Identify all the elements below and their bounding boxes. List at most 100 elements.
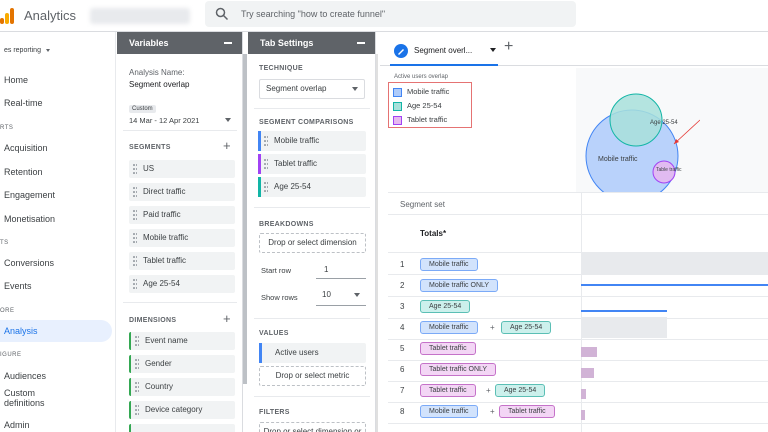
variables-title: Variables (129, 38, 169, 48)
drag-handle-icon (264, 136, 268, 146)
account-selector[interactable] (90, 8, 190, 24)
venn-circle-tablet (652, 160, 676, 184)
drag-handle-icon (264, 182, 268, 192)
segment-chip-mobile: Mobile traffic (420, 321, 478, 334)
date-custom-tag: Custom (129, 105, 156, 113)
nav-item-acquisition[interactable]: Acquisition (4, 143, 48, 153)
annotation-arrowhead (674, 139, 679, 144)
left-navigation: es reporting Home Real-time RTS Acquisit… (0, 32, 116, 432)
reports-dropdown[interactable]: es reporting (0, 40, 112, 62)
chevron-down-icon[interactable] (490, 48, 496, 52)
search-icon (215, 7, 229, 21)
color-bar (259, 343, 262, 363)
nav-item-engagement[interactable]: Engagement (4, 190, 56, 200)
segment-chip[interactable]: US (129, 160, 235, 178)
analysis-canvas: Segment overl... + Active users overlap … (380, 32, 768, 432)
venn-diagram[interactable]: Mobile traffic Age 25-54 Table traffic (580, 68, 700, 192)
segment-chip-age: Age 25-54 (501, 321, 552, 334)
date-range[interactable]: 14 Mar - 12 Apr 2021 (129, 116, 200, 125)
segment-chip[interactable]: Paid traffic (129, 206, 235, 224)
nav-item-monetisation[interactable]: Monetisation (4, 214, 56, 224)
tab-segment-overlap[interactable]: Segment overl... (390, 36, 498, 66)
dimension-chip[interactable]: Gender (129, 355, 235, 373)
segment-chip[interactable]: Mobile traffic (129, 229, 235, 247)
analysis-name-value[interactable]: Segment overlap (129, 80, 190, 89)
segment-chip-age: Age 25-54 (420, 300, 471, 313)
legend-item-tablet[interactable]: Tablet traffic (393, 114, 447, 126)
plus-sign: + (490, 407, 495, 416)
legend-item-age[interactable]: Age 25-54 (393, 100, 442, 112)
start-row-input[interactable]: 1 (324, 265, 329, 274)
segment-chip[interactable]: Age 25-54 (129, 275, 235, 293)
canvas-tab-bar: Segment overl... + (380, 32, 768, 66)
segment-set-header: Segment set (400, 200, 445, 209)
nav-item-realtime[interactable]: Real-time (4, 98, 43, 108)
variables-scrollbar[interactable] (243, 54, 247, 384)
tab-settings-header: Tab Settings (248, 32, 375, 54)
plus-sign: + (490, 323, 495, 332)
app-brand: Analytics (24, 8, 77, 23)
variables-panel: Variables Analysis Name: Segment overlap… (117, 32, 243, 432)
variables-header: Variables (117, 32, 242, 54)
nav-item-custom-definitions[interactable]: Custom definitions (4, 388, 45, 408)
tab-settings-title: Tab Settings (260, 38, 314, 48)
chevron-down-icon (46, 49, 50, 52)
drag-handle-icon (133, 187, 137, 197)
drag-handle-icon (133, 256, 137, 266)
drop-filter-target[interactable]: Drop or select dimension or (259, 422, 366, 432)
drag-handle-icon (135, 405, 139, 415)
dimension-chip-partial[interactable] (129, 424, 235, 432)
drag-handle-icon (135, 382, 139, 392)
nav-item-audiences[interactable]: Audiences (4, 371, 47, 381)
dimension-chip[interactable]: Device category (129, 401, 235, 419)
dimension-chip[interactable]: Country (129, 378, 235, 396)
collapse-icon[interactable] (357, 42, 365, 44)
tab-settings-panel: Tab Settings TECHNIQUE Segment overlap S… (248, 32, 376, 432)
dimension-chip[interactable]: Event name (129, 332, 235, 350)
tab-settings-scrollbar[interactable] (376, 54, 378, 432)
technique-select[interactable]: Segment overlap (259, 79, 365, 99)
comparison-chip[interactable]: Tablet traffic (258, 154, 366, 174)
show-rows-select[interactable]: 10 (316, 286, 366, 306)
segment-chip-age: Age 25-54 (495, 384, 546, 397)
legend-swatch (393, 102, 402, 111)
comparison-chip[interactable]: Mobile traffic (258, 131, 366, 151)
show-rows-label: Show rows (261, 293, 298, 302)
drag-handle-icon (133, 279, 137, 289)
chart-legend: Mobile traffic Age 25-54 Tablet traffic (388, 82, 472, 128)
segment-chip-tablet: Tablet traffic (420, 384, 476, 397)
segment-chip-tablet-only: Tablet traffic ONLY (420, 363, 497, 376)
venn-label-age: Age 25-54 (650, 120, 678, 126)
nav-item-conversions[interactable]: Conversions (4, 258, 55, 268)
collapse-icon[interactable] (224, 42, 232, 44)
nav-item-analysis[interactable]: Analysis (0, 320, 112, 342)
add-tab-icon[interactable]: + (504, 38, 514, 55)
nav-item-retention[interactable]: Retention (4, 167, 43, 177)
date-caret-icon[interactable] (225, 118, 231, 122)
chevron-down-icon (352, 87, 358, 91)
drop-dimension-target[interactable]: Drop or select dimension (259, 233, 366, 253)
nav-item-events[interactable]: Events (4, 281, 32, 291)
value-metric-chip[interactable]: Active users (259, 343, 366, 363)
legend-item-mobile[interactable]: Mobile traffic (393, 86, 449, 98)
search-input[interactable]: Try searching "how to create funnel" (205, 1, 576, 27)
add-dimension-icon[interactable]: + (223, 311, 231, 326)
nav-section-reports: RTS (0, 125, 14, 131)
chevron-down-icon (354, 293, 360, 297)
segment-chip[interactable]: Direct traffic (129, 183, 235, 201)
segment-chip[interactable]: Tablet traffic (129, 252, 235, 270)
nav-item-home[interactable]: Home (4, 75, 29, 85)
search-placeholder: Try searching "how to create funnel" (241, 9, 386, 19)
drop-metric-target[interactable]: Drop or select metric (259, 366, 366, 386)
nav-item-admin[interactable]: Admin (4, 420, 30, 430)
start-row-label: Start row (261, 266, 292, 275)
venn-circle-age (609, 93, 663, 147)
breakdowns-title: BREAKDOWNS (259, 221, 314, 228)
values-title: VALUES (259, 330, 289, 337)
add-segment-icon[interactable]: + (223, 138, 231, 153)
comparison-chip[interactable]: Age 25-54 (258, 177, 366, 197)
legend-swatch (393, 88, 402, 97)
technique-title: TECHNIQUE (259, 65, 303, 72)
color-bar (258, 131, 261, 151)
legend-title: Active users overlap (394, 74, 449, 80)
